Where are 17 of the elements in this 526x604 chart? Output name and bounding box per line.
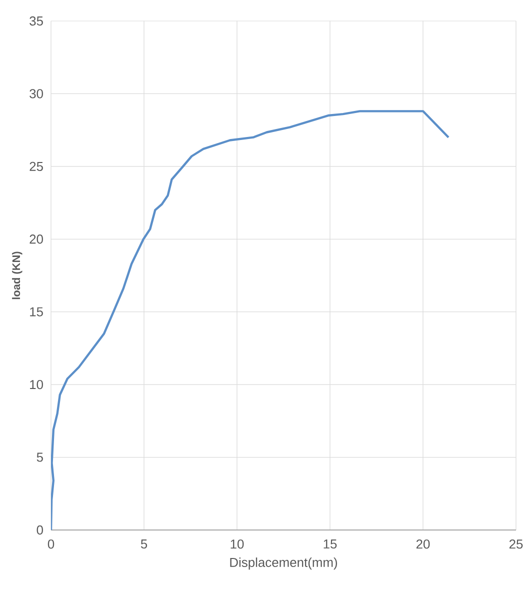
y-tick-label: 0 [36,525,43,535]
y-tick-label: 20 [30,234,43,244]
y-tick-label: 5 [36,452,43,462]
x-tick-label: 5 [140,540,148,549]
y-tick-label: 15 [30,307,43,316]
x-tick-label: 20 [416,539,430,549]
x-tick-label: 15 [324,540,337,549]
y-tick-label: 30 [30,89,43,98]
x-tick-label: 0 [48,539,54,549]
y-tick-label: 25 [30,162,43,172]
x-tick-label: 10 [230,539,244,549]
x-axis-title: Displacement(mm) [230,557,338,570]
x-tick-label: 25 [509,539,523,549]
y-axis-title: load (KN) [12,252,22,300]
y-tick-label: 35 [30,16,43,26]
y-tick-label: 10 [30,380,43,390]
line-series [51,110,450,530]
